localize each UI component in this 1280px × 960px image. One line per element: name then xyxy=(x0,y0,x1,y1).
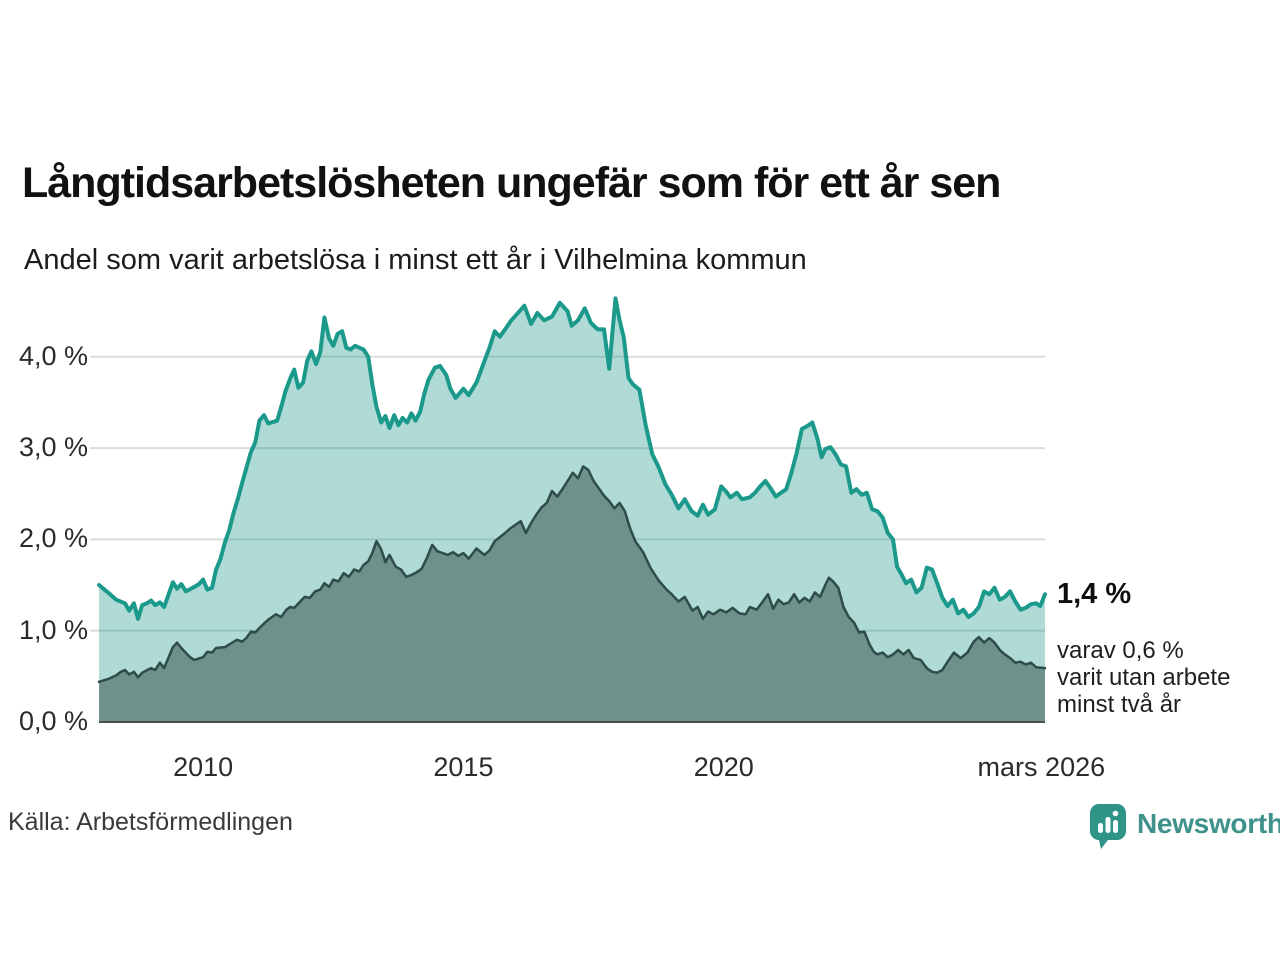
line-two-years xyxy=(97,465,1047,684)
x-tick-label: 2015 xyxy=(433,752,494,782)
source-credit: Källa: Arbetsförmedlingen xyxy=(8,808,293,836)
y-tick-label: 2,0 % xyxy=(18,523,88,554)
y-tick-label: 4,0 % xyxy=(18,340,88,371)
page-subtitle: Andel som varit arbetslösa i minst ett å… xyxy=(24,244,807,276)
x-tick-label: 2020 xyxy=(693,752,754,782)
detail-line-2: varit utan arbete xyxy=(1057,664,1231,691)
newsworthy-brand: Newsworthy xyxy=(1088,802,1280,855)
detail-line-3: minst två år xyxy=(1057,691,1182,718)
page-title: Långtidsarbetslösheten ungefär som för e… xyxy=(22,158,1001,207)
newsworthy-logo-icon xyxy=(1088,802,1128,855)
end-value-annotation: 1,4 % varav 0,6 % varit utan arbete mins… xyxy=(1057,578,1277,718)
y-tick-label: 1,0 % xyxy=(18,614,88,645)
detail-line-1: varav 0,6 % xyxy=(1057,637,1184,664)
line-one-year xyxy=(97,296,1047,621)
end-value-detail: varav 0,6 % varit utan arbete minst två … xyxy=(1057,637,1277,718)
newsworthy-brand-name: Newsworthy xyxy=(1137,808,1280,839)
x-tick-label: 2010 xyxy=(173,752,234,782)
y-tick-label: 3,0 % xyxy=(18,432,88,463)
end-value-total: 1,4 % xyxy=(1057,578,1132,610)
area-two-years xyxy=(99,466,1045,722)
y-tick-label: 0,0 % xyxy=(18,706,88,736)
x-tick-label: mars 2026 xyxy=(977,752,1106,782)
